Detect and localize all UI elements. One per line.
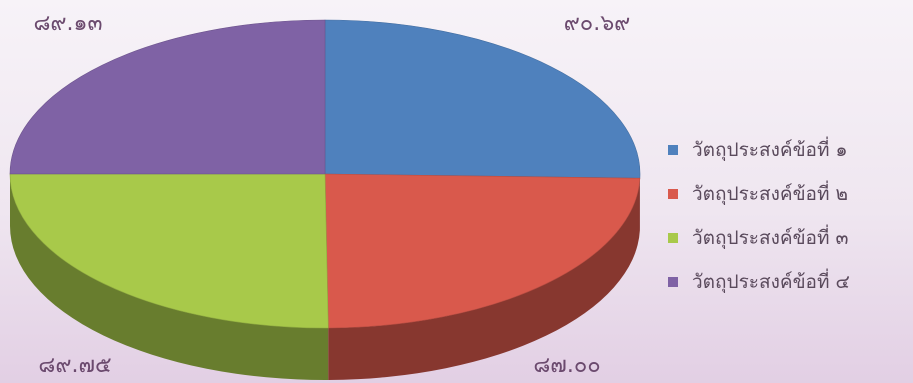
legend-swatch [668,277,678,287]
legend-label: วัตถุประสงค์ข้อที่ ๓ [692,227,849,249]
legend-swatch [668,189,678,199]
data-label-4: ๘๙.๑๓ [33,11,102,36]
legend-item-3: วัตถุประสงค์ข้อที่ ๓ [668,216,850,260]
data-label-3: ๘๙.๗๕ [38,353,111,378]
legend-swatch [668,145,678,155]
pie-slice-3 [9,173,329,329]
data-label-2: ๘๗.๐๐ [533,353,600,378]
data-label-1: ๙๐.๖๙ [564,11,631,36]
legend-item-4: วัตถุประสงค์ข้อที่ ๔ [668,260,850,304]
legend-swatch [668,233,678,243]
pie-slice-2 [324,173,641,329]
legend-item-1: วัตถุประสงค์ข้อที่ ๑ [668,128,850,172]
legend-label: วัตถุประสงค์ข้อที่ ๔ [692,271,850,293]
pie-slice-side-2 [328,178,640,380]
legend-label: วัตถุประสงค์ข้อที่ ๒ [692,183,849,205]
pie-slice-side-3 [10,174,329,381]
pie-slice-1 [324,19,641,179]
pie-slice-4 [9,19,326,175]
legend-label: วัตถุประสงค์ข้อที่ ๑ [692,139,848,161]
pie-slices [9,19,641,381]
legend-item-2: วัตถุประสงค์ข้อที่ ๒ [668,172,850,216]
legend: วัตถุประสงค์ข้อที่ ๑ วัตถุประสงค์ข้อที่ … [668,128,850,304]
